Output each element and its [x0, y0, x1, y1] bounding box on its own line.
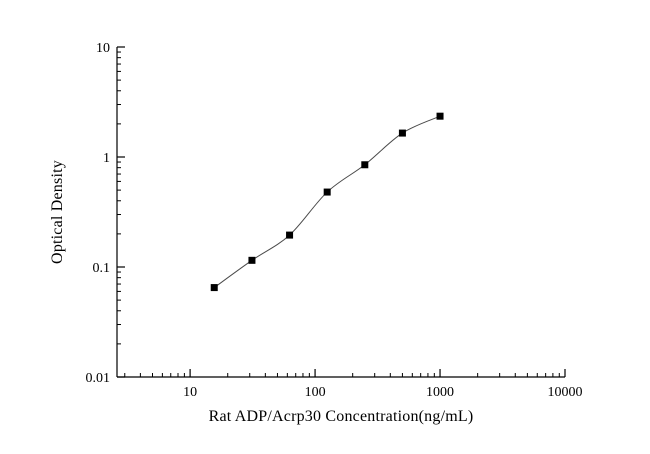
- y-tick-label: 0.1: [93, 261, 111, 276]
- x-tick-label: 1000: [426, 385, 454, 400]
- data-point-marker: [398, 129, 406, 137]
- data-point-marker: [286, 231, 294, 239]
- data-point-marker: [323, 188, 331, 196]
- x-tick-label: 10000: [548, 385, 583, 400]
- x-tick-label: 10: [183, 385, 197, 400]
- curve-line: [213, 115, 441, 288]
- y-tick-label: 0.01: [86, 371, 111, 386]
- x-tick-label: 100: [305, 385, 326, 400]
- y-tick-label: 10: [96, 41, 110, 56]
- y-axis-title: Optical Density: [49, 160, 66, 264]
- x-axis-title: Rat ADP/Acrp30 Concentration(ng/mL): [208, 408, 474, 425]
- data-point-marker: [210, 284, 218, 292]
- data-point-marker: [361, 161, 369, 169]
- data-point-marker: [436, 112, 444, 120]
- y-tick-label: 1: [103, 151, 110, 166]
- data-point-marker: [248, 256, 256, 264]
